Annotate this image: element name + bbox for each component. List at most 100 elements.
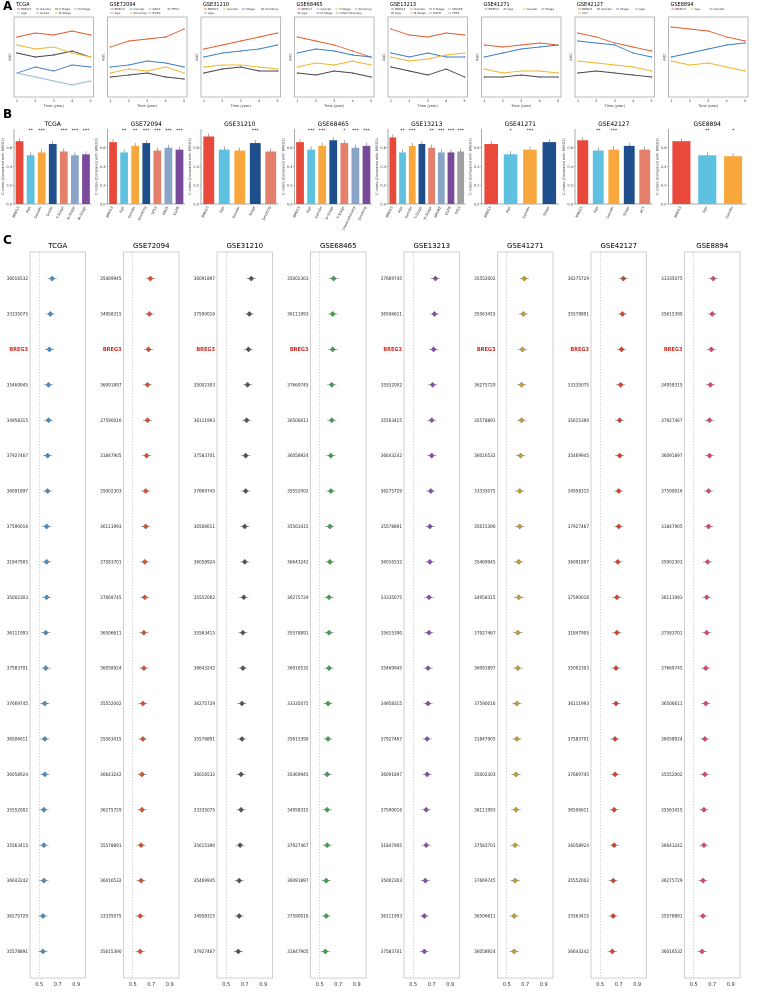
x-tick-label: 4 xyxy=(352,99,355,103)
series-point xyxy=(520,44,523,46)
estimate-point xyxy=(325,700,331,707)
bar xyxy=(142,143,151,204)
row-label: 35615390 xyxy=(194,843,216,848)
dot-plot-4: GSE13213 0.5 0.7 0.9 37669745 36506611 BREG3 35… xyxy=(381,242,460,988)
estimate-point xyxy=(327,523,333,530)
estimate-point xyxy=(330,275,337,282)
series-point xyxy=(52,46,55,48)
series-point xyxy=(239,64,242,66)
estimate-point xyxy=(42,629,49,636)
y-tick-label: 0.2 xyxy=(6,184,12,188)
series-point xyxy=(613,42,616,44)
series-line xyxy=(16,50,91,58)
line-chart-title-4: GSE13213 xyxy=(390,2,416,8)
legend-label: Gender xyxy=(321,7,333,11)
series-point xyxy=(408,34,411,36)
series-point xyxy=(670,26,673,28)
y-tick-label: 0.0 xyxy=(567,202,573,206)
y-axis-label: AUC xyxy=(102,53,106,61)
row-label: 36275729 xyxy=(100,807,122,812)
category-label: Gender xyxy=(725,205,734,219)
bar xyxy=(82,154,90,204)
series-point xyxy=(183,78,185,80)
x-tick-label: 0.7 xyxy=(147,982,155,988)
series-point xyxy=(258,48,260,50)
category-label: Gender xyxy=(404,205,413,219)
row-label: 37590016 xyxy=(287,914,309,919)
row-label: 36058924 xyxy=(287,453,309,458)
bar xyxy=(672,141,691,204)
x-tick-label: 0.5 xyxy=(409,982,417,988)
estimate-point xyxy=(142,488,149,494)
estimate-point xyxy=(701,806,707,813)
plot-frame xyxy=(29,251,86,979)
estimate-point xyxy=(45,417,52,424)
series-point xyxy=(109,66,112,68)
legend-label: Chemotherapy xyxy=(340,11,362,15)
row-label: 35002303 xyxy=(287,276,309,281)
y-tick-label: 0.0 xyxy=(661,202,667,206)
x-tick-label: 3 xyxy=(707,99,709,103)
row-label: 36111993 xyxy=(661,595,683,600)
estimate-point xyxy=(324,771,330,778)
category-label: T-Stage xyxy=(413,206,423,221)
estimate-point xyxy=(700,913,706,919)
category-label: Grade xyxy=(46,206,54,217)
row-label: BREG3 xyxy=(9,347,28,353)
legend-label: Gender xyxy=(527,7,539,11)
series-point xyxy=(128,68,130,70)
estimate-point xyxy=(514,700,520,707)
row-label: 36058924 xyxy=(194,559,216,564)
row-label: 35615390 xyxy=(100,949,122,954)
row-label: 33335075 xyxy=(474,489,496,494)
estimate-point xyxy=(702,771,708,778)
estimate-point xyxy=(328,452,334,459)
series-point xyxy=(483,44,486,46)
category-label: TP53 xyxy=(454,206,462,216)
estimate-point xyxy=(421,913,428,919)
bar-chart-3: GSE68465 0.0 0.2 0.4 0.6C-index (Compared wi… xyxy=(282,121,372,231)
x-tick-label: 0.7 xyxy=(521,982,529,988)
estimate-point xyxy=(140,700,146,707)
estimate-point xyxy=(699,948,705,955)
x-tick-label: 2 xyxy=(408,99,410,103)
significance-label: *** xyxy=(319,128,327,134)
row-label: 37669745 xyxy=(474,878,496,883)
estimate-point xyxy=(326,665,332,671)
category-label: Smoking xyxy=(137,206,147,221)
significance-label: ** xyxy=(28,128,33,134)
category-label: Age xyxy=(505,206,511,214)
series-point xyxy=(296,36,299,38)
row-label: 37583701 xyxy=(194,453,216,458)
series-point xyxy=(315,74,317,76)
x-tick-label: 5 xyxy=(276,99,278,103)
series-line xyxy=(297,60,372,68)
significance-label: ** xyxy=(705,128,710,134)
significance-label: *** xyxy=(143,128,151,134)
series-point xyxy=(408,56,411,58)
series-point xyxy=(595,62,598,64)
x-tick-label: 2 xyxy=(595,99,597,103)
row-label: 36058924 xyxy=(7,772,29,777)
row-label: 35552002 xyxy=(287,489,309,494)
row-label: 35552002 xyxy=(100,701,122,706)
row-label: 35615390 xyxy=(381,630,403,635)
row-label: 35552002 xyxy=(194,595,216,600)
estimate-point xyxy=(703,629,710,636)
x-tick-label: 4 xyxy=(165,99,168,103)
estimate-point xyxy=(142,523,149,530)
series-point xyxy=(203,48,205,50)
estimate-point xyxy=(41,806,47,813)
row-label: 36643242 xyxy=(7,878,29,883)
row-label: 37583701 xyxy=(381,949,403,954)
series-point xyxy=(239,50,242,52)
row-label: 36506611 xyxy=(661,701,683,706)
row-label: 36091897 xyxy=(661,453,683,458)
row-label: 36643242 xyxy=(661,843,683,848)
series-point xyxy=(296,72,299,74)
row-label: 34958315 xyxy=(381,701,403,706)
series-point xyxy=(370,76,372,78)
row-label: 35469945 xyxy=(287,772,309,777)
